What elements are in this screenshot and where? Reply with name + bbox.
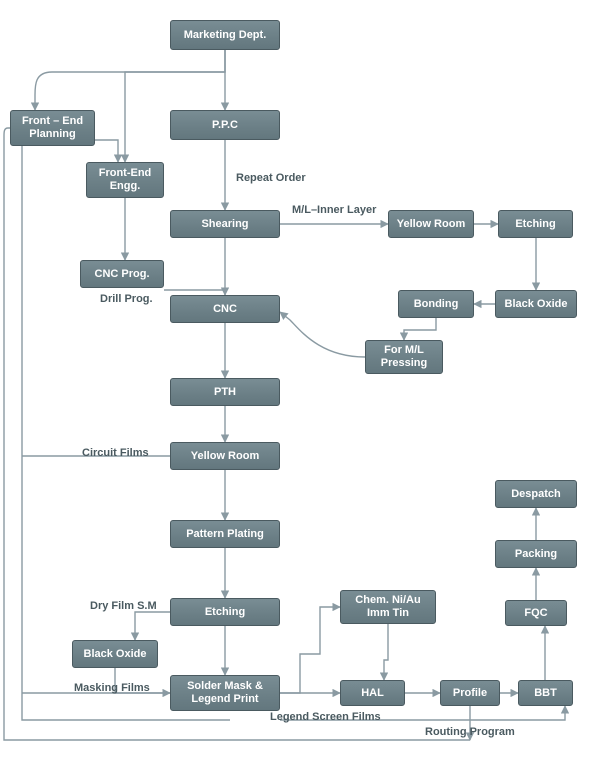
edge-label: Masking Films [74, 682, 150, 694]
flow-edge [95, 140, 118, 162]
node-profile: Profile [440, 680, 500, 706]
node-bonding: Bonding [398, 290, 474, 318]
edge-label: M/L–Inner Layer [292, 204, 376, 216]
node-shearing: Shearing [170, 210, 280, 238]
flow-edge [280, 312, 365, 357]
node-cnc_prog: CNC Prog. [80, 260, 164, 288]
node-marketing: Marketing Dept. [170, 20, 280, 50]
node-solder: Solder Mask & Legend Print [170, 675, 280, 711]
node-frontend_plan: Front – End Planning [10, 110, 95, 146]
edge-label: Dry Film S.M [90, 600, 157, 612]
node-yellow_room_2: Yellow Room [170, 442, 280, 470]
edge-label: Circuit Films [82, 447, 149, 459]
edge-label: Routing Program [425, 726, 515, 738]
edge-label: Repeat Order [236, 172, 306, 184]
flow-edge [135, 612, 170, 640]
edge-label: Legend Screen Films [270, 711, 381, 723]
flow-edge [384, 624, 388, 680]
node-packing: Packing [495, 540, 577, 568]
node-fqc: FQC [505, 600, 567, 626]
node-bbt: BBT [518, 680, 573, 706]
node-frontend_engg: Front-End Engg. [86, 162, 164, 198]
flowchart-canvas: Marketing Dept. Front – End Planning P.P.C… [0, 0, 600, 780]
node-ppc: P.P.C [170, 110, 280, 140]
node-despatch: Despatch [495, 480, 577, 508]
flow-edge [404, 318, 436, 340]
flow-edge [280, 607, 340, 693]
node-chem: Chem. Ni/Au Imm Tin [340, 590, 436, 624]
node-etching_1: Etching [498, 210, 573, 238]
node-etching_2: Etching [170, 598, 280, 626]
node-black_oxide_1: Black Oxide [495, 290, 577, 318]
node-pattern: Pattern Plating [170, 520, 280, 548]
node-cnc: CNC [170, 295, 280, 323]
node-hal: HAL [340, 680, 405, 706]
flow-edge [35, 50, 225, 110]
node-black_oxide_2: Black Oxide [72, 640, 158, 668]
node-pth: PTH [170, 378, 280, 406]
node-ml_pressing: For M/L Pressing [365, 340, 443, 374]
node-yellow_room_1: Yellow Room [388, 210, 474, 238]
flow-edge [125, 50, 225, 162]
edge-label: Drill Prog. [100, 293, 153, 305]
